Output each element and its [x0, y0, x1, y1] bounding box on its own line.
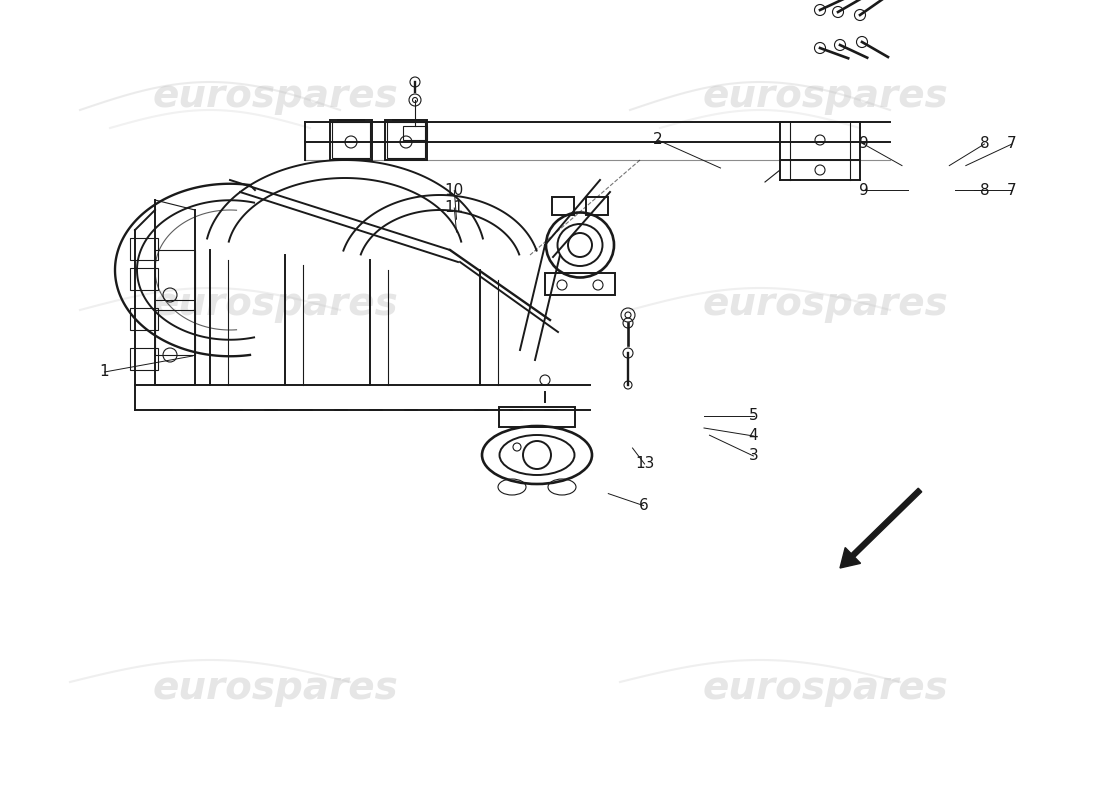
Bar [130, 308, 158, 330]
Text: 11: 11 [444, 201, 464, 215]
Text: 7: 7 [1008, 183, 1016, 198]
Bar [552, 197, 574, 215]
Text: 10: 10 [444, 183, 464, 198]
Text: 5: 5 [749, 409, 758, 423]
Text: 4: 4 [749, 429, 758, 443]
Bar [387, 122, 425, 158]
Bar [155, 310, 195, 355]
Bar [155, 250, 195, 300]
Text: eurospares: eurospares [152, 669, 398, 707]
FancyArrow shape [840, 488, 922, 568]
Text: 7: 7 [1008, 137, 1016, 151]
Bar [544, 273, 615, 295]
Text: 13: 13 [635, 457, 654, 471]
Text: eurospares: eurospares [702, 285, 948, 323]
Bar [403, 126, 427, 140]
Text: 3: 3 [749, 449, 758, 463]
Bar [130, 348, 158, 370]
Text: eurospares: eurospares [702, 77, 948, 115]
Text: 6: 6 [639, 498, 648, 513]
Bar [330, 120, 372, 160]
Text: 9: 9 [859, 183, 868, 198]
Bar [499, 407, 575, 427]
Text: 1: 1 [100, 365, 109, 379]
Text: eurospares: eurospares [152, 77, 398, 115]
Text: 2: 2 [653, 133, 662, 147]
Text: eurospares: eurospares [702, 669, 948, 707]
Bar [130, 268, 158, 290]
Text: eurospares: eurospares [152, 285, 398, 323]
Bar [586, 197, 608, 215]
Text: 9: 9 [859, 137, 868, 151]
Text: 8: 8 [980, 183, 989, 198]
Text: 8: 8 [980, 137, 989, 151]
Bar [385, 120, 427, 160]
Bar [130, 238, 158, 260]
Bar [332, 122, 370, 158]
